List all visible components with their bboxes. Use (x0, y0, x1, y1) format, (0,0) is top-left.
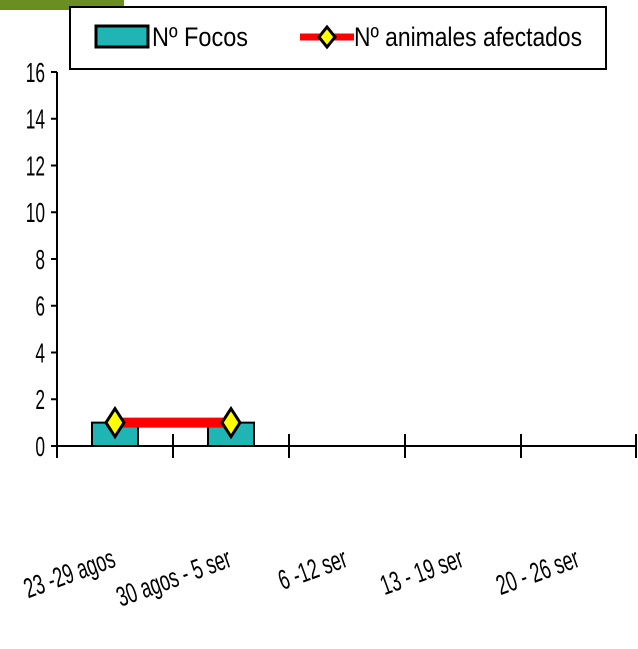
y-tick-label: 10 (26, 197, 45, 228)
x-tick-label-text: 13 - 19 ser (376, 542, 467, 600)
legend-label-focos: Nº Focos (152, 22, 248, 52)
marker-animales-1 (220, 405, 242, 440)
y-tick-label: 12 (26, 150, 45, 181)
y-tick-label: 4 (35, 337, 45, 368)
y-tick-label: 6 (35, 291, 45, 322)
line-series (104, 405, 242, 440)
legend: Nº Focos Nº animales afectados (69, 6, 607, 70)
x-tick-label-text: 23 -29 agos (20, 542, 120, 603)
marker-animales-0 (104, 405, 126, 440)
legend-bar-swatch (94, 24, 150, 49)
corner-accent-bar (0, 0, 124, 10)
x-tick-label: 13 - 19 ser (376, 542, 467, 600)
x-tick-label: 30 agos - 5 ser (112, 542, 235, 612)
y-tick-label: 0 (35, 431, 45, 462)
x-tick-label: 23 -29 agos (20, 542, 120, 603)
x-tick-label-text: 6 -12 ser (274, 542, 351, 595)
y-tick-label: 16 (26, 57, 45, 88)
x-tick-label: 6 -12 ser (274, 542, 351, 595)
legend-label-animales: Nº animales afectados (354, 22, 582, 52)
y-axis: 0 2 4 6 8 10 12 14 16 (26, 57, 58, 462)
x-tick-label-text: 20 - 26 ser (492, 542, 583, 600)
y-tick-label: 8 (35, 244, 45, 275)
x-tick-label: 20 - 26 ser (492, 542, 583, 600)
y-tick-label: 2 (35, 384, 45, 415)
legend-marker-swatch (317, 24, 337, 50)
x-tick-label-text: 30 agos - 5 ser (112, 542, 235, 612)
y-tick-label: 14 (26, 104, 45, 135)
